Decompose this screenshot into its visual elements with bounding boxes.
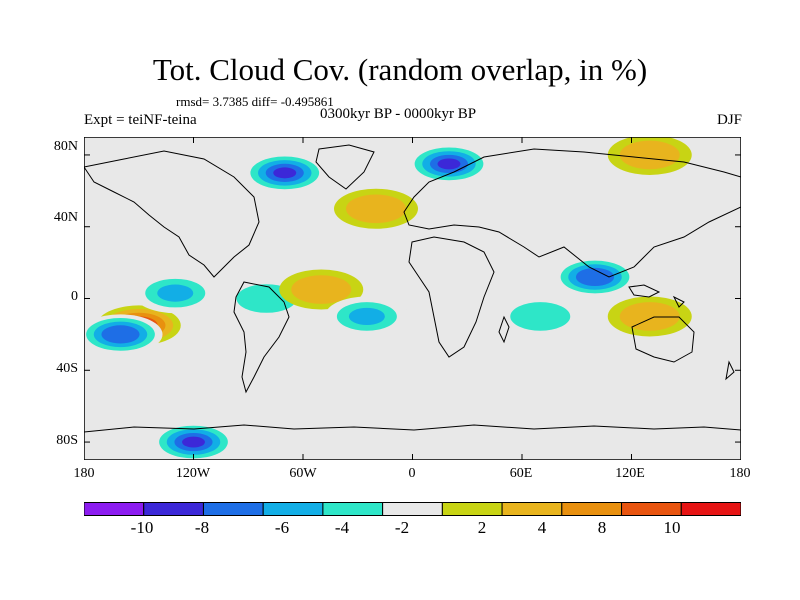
- anomaly-contour: [522, 307, 559, 326]
- lon-tick-label: 180: [729, 466, 751, 481]
- colorbar-label: 10: [663, 518, 681, 537]
- colorbar-label: -6: [274, 518, 290, 537]
- lat-tick-label: 0: [71, 289, 78, 304]
- lon-tick-label: 180: [73, 466, 95, 481]
- lon-tick-label: 120W: [175, 466, 211, 481]
- colorbar-swatch: [143, 502, 204, 516]
- anomaly-contour: [348, 307, 385, 326]
- colorbar: [84, 502, 741, 516]
- lon-tick-label: 60E: [509, 466, 533, 481]
- colorbar-swatch: [441, 502, 503, 516]
- lat-tick-label: 80N: [53, 139, 78, 154]
- lat-tick-label: 80S: [56, 433, 78, 448]
- lat-tick-label: 40S: [56, 361, 78, 376]
- colorbar-swatch: [262, 502, 324, 516]
- colorbar-swatch: [621, 502, 682, 516]
- colorbar-swatch: [382, 502, 443, 516]
- colorbar-label: -4: [334, 518, 350, 537]
- anomaly-contour: [109, 328, 132, 340]
- lon-tick-label: 120E: [615, 466, 645, 481]
- page-title: Tot. Cloud Cov. (random overlap, in %): [152, 52, 648, 87]
- colorbar-swatch: [202, 502, 264, 516]
- rmsd-diff-stats: rmsd= 3.7385 diff= -0.495861: [176, 94, 334, 109]
- anomaly-contour: [273, 167, 297, 179]
- anomaly-contour: [631, 146, 668, 164]
- season-label: DJF: [716, 112, 742, 128]
- anomaly-contour: [437, 158, 461, 170]
- colorbar-swatch: [680, 502, 741, 516]
- cloud-cover-map: [84, 137, 741, 460]
- colorbar-label: -2: [394, 518, 410, 537]
- anomaly-contour: [303, 280, 340, 299]
- anomaly-contour: [631, 307, 668, 326]
- anomaly-fields: [84, 137, 692, 460]
- colorbar-label: 8: [597, 518, 607, 537]
- lat-tick-label: 40N: [53, 210, 78, 225]
- colorbar-swatch: [501, 502, 563, 516]
- anomaly-contour: [248, 289, 285, 308]
- axis-ticks: [84, 137, 741, 460]
- anomaly-contour: [182, 436, 205, 448]
- period-label: 0300kyr BP - 0000kyr BP: [320, 106, 477, 122]
- colorbar-label: 4: [537, 518, 547, 537]
- colorbar-swatch: [561, 502, 623, 516]
- experiment-label: Expt = teiNF-teina: [84, 112, 197, 128]
- colorbar-swatch: [84, 502, 145, 516]
- lon-tick-label: 60W: [289, 466, 317, 481]
- colorbar-swatch: [322, 502, 384, 516]
- colorbar-label: -10: [130, 518, 154, 537]
- anomaly-contour: [358, 200, 394, 218]
- colorbar-label: 2: [477, 518, 487, 537]
- colorbar-label: -8: [194, 518, 210, 537]
- anomaly-contour: [583, 271, 607, 283]
- coastlines: [84, 144, 741, 433]
- lon-tick-label: 0: [408, 466, 416, 481]
- anomaly-contour: [157, 284, 194, 302]
